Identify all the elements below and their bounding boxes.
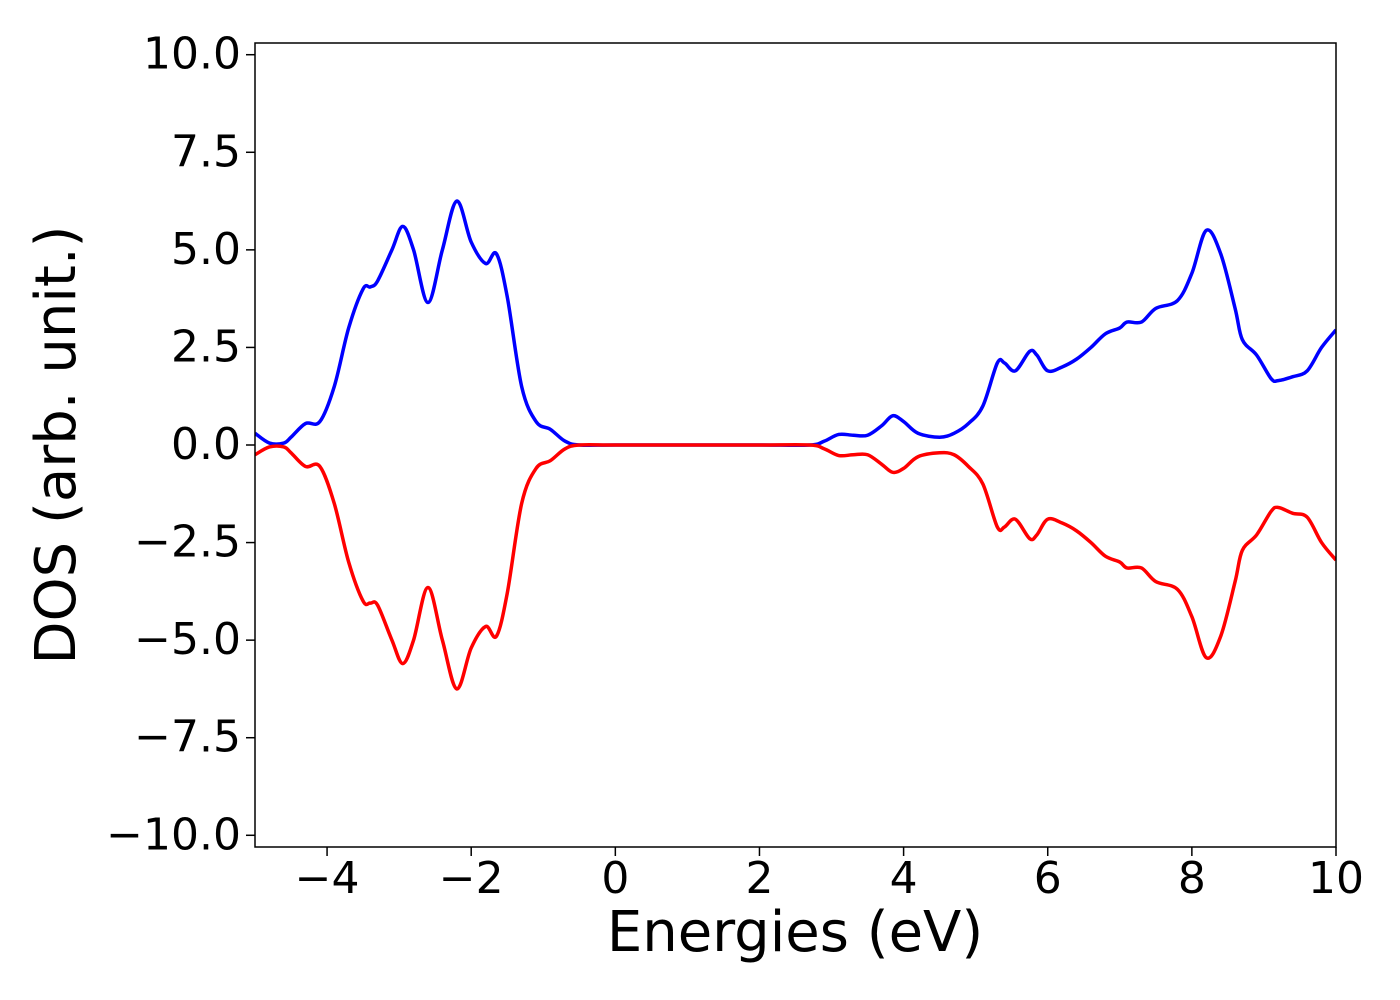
x-tick-label: 0: [601, 853, 629, 904]
x-tick-label: 10: [1308, 853, 1364, 904]
x-tick-label: 2: [745, 853, 773, 904]
y-tick-label: −7.5: [134, 712, 241, 763]
x-axis-label: Energies (eV): [607, 900, 983, 965]
y-axis-label: DOS (arb. unit.): [24, 225, 89, 664]
x-tick-label: 4: [890, 853, 918, 904]
x-tick-label: −2: [439, 853, 504, 904]
y-tick-label: 2.5: [171, 321, 241, 372]
x-tick-label: 6: [1034, 853, 1062, 904]
y-tick-label: 0.0: [171, 419, 241, 470]
y-tick-label: −2.5: [134, 517, 241, 568]
y-tick-label: 10.0: [143, 29, 241, 80]
dos-line: [255, 442, 1336, 691]
dos-line: [255, 199, 1336, 448]
plot-frame: [254, 42, 1337, 848]
y-tick-label: −5.0: [134, 614, 241, 665]
x-tick-label: 8: [1178, 853, 1206, 904]
x-tick-label: −4: [295, 853, 360, 904]
y-tick-label: 5.0: [171, 224, 241, 275]
y-tick-label: −10.0: [106, 809, 241, 860]
y-tick-label: 7.5: [171, 126, 241, 177]
